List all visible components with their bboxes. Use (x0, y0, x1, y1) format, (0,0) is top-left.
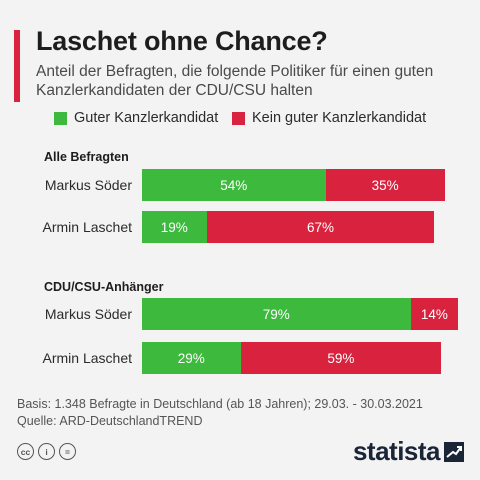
brand-logo[interactable]: statista (353, 436, 464, 467)
row-label: Markus Söder (44, 306, 132, 322)
attribution-icon[interactable]: i (38, 443, 55, 460)
bar-good-value-label: 54% (220, 177, 248, 193)
row-label: Markus Söder (44, 177, 132, 193)
legend-swatch-good (54, 111, 67, 125)
bar-bad-value-label: 35% (371, 177, 399, 193)
row-label: Armin Laschet (42, 350, 132, 366)
bar-bad: 59% (240, 342, 442, 374)
cc-icon[interactable]: cc (17, 443, 34, 460)
legend-swatch-bad (232, 111, 245, 125)
group-label: CDU/CSU-Anhänger (44, 280, 164, 294)
license-icons: cc i = (17, 443, 80, 460)
legend-label-bad: Kein guter Kanzlerkandidat (252, 110, 427, 126)
bar-bad-value-label: 59% (327, 350, 355, 366)
bar-good-value-label: 79% (262, 306, 290, 322)
bar-good: 54% (142, 169, 326, 201)
legend-item-good: Guter Kanzlerkandidat (54, 110, 218, 126)
bar-bad: 14% (410, 298, 459, 330)
chart-title: Laschet ohne Chance? (36, 26, 328, 56)
bar-bad-value-label: 14% (420, 306, 448, 322)
bar-bad: 67% (206, 211, 435, 243)
brand-name: statista (352, 436, 441, 466)
group-label: Alle Befragten (44, 150, 129, 164)
bar-bad-value-label: 67% (306, 219, 334, 235)
bar-good-value-label: 29% (177, 350, 205, 366)
legend-item-bad: Kein guter Kanzlerkandidat (232, 110, 426, 126)
legend: Guter Kanzlerkandidat Kein guter Kanzler… (0, 110, 480, 130)
bar-good: 29% (142, 342, 241, 374)
bar-good: 79% (142, 298, 411, 330)
chart-subtitle: Anteil der Befragten, die folgende Polit… (36, 63, 434, 99)
footnote-source: Quelle: ARD-DeutschlandTREND (17, 414, 203, 428)
legend-label-good: Guter Kanzlerkandidat (74, 110, 219, 126)
bar-bad: 35% (325, 169, 445, 201)
bar-good: 19% (142, 211, 207, 243)
no-derivatives-icon[interactable]: = (59, 443, 76, 460)
footnote-basis: Basis: 1.348 Befragte in Deutschland (ab… (17, 397, 423, 411)
bar-good-value-label: 19% (160, 219, 188, 235)
row-label: Armin Laschet (42, 219, 132, 235)
statista-mark-icon (444, 441, 464, 462)
accent-bar (14, 30, 20, 102)
